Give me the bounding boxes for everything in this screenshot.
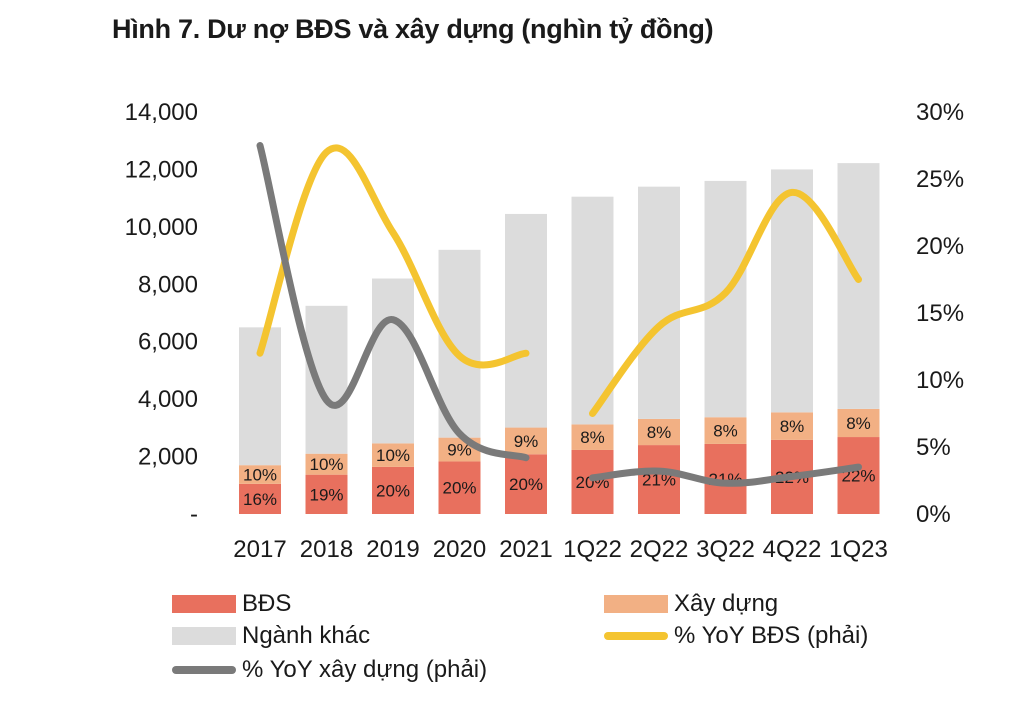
y-right-tick-5: 5%: [916, 434, 951, 461]
legend-label-xay-dung: Xây dựng: [674, 590, 779, 617]
bar-xay-dung-4q22: [771, 412, 813, 440]
legend-swatch-yoy-bds: [604, 632, 668, 640]
y-left-tick-6000: 6,000: [138, 329, 198, 356]
x-tick-2019: 2019: [366, 536, 419, 563]
legend-label-yoy-bds: % YoY BĐS (phải): [674, 622, 869, 649]
x-tick-3q22: 3Q22: [696, 536, 755, 563]
x-tick-2017: 2017: [233, 536, 286, 563]
legend-item-nganh-khac: Ngành khác: [172, 622, 370, 650]
y-axis-left: 14,000 12,000 10,000 8,000 6,000 4,000 2,000 -: [125, 99, 198, 528]
y-left-tick-2000: 2,000: [138, 444, 198, 471]
bar-label-xay-dung-3q22: 8%: [713, 422, 738, 441]
bar-xay-dung-1q23: [837, 408, 880, 438]
bar-xay-dung-2018: [305, 453, 348, 475]
y-left-tick-12000: 12,000: [125, 156, 198, 183]
y-left-tick-10000: 10,000: [125, 214, 198, 241]
x-tick-2018: 2018: [300, 536, 353, 563]
y-right-tick-20: 20%: [916, 233, 964, 260]
line-yoy-bds-segment-1: [256, 144, 530, 369]
legend-item-xay-dung: Xây dựng: [604, 590, 778, 618]
bar-label-xay-dung-2019: 10%: [376, 446, 410, 465]
x-tick-1q22: 1Q22: [563, 536, 622, 563]
y-right-tick-30: 30%: [916, 99, 964, 126]
bar-bds-2020: [438, 461, 481, 514]
legend-swatch-xay-dung: [604, 595, 668, 613]
legend-item-yoy-bds: % YoY BĐS (phải): [604, 622, 868, 650]
bar-label-bds-2019: 20%: [376, 481, 410, 500]
bar-nganh-khac-2q22: [638, 186, 680, 419]
y-right-tick-0: 0%: [916, 501, 951, 528]
bar-xay-dung-2017: [239, 465, 281, 484]
bar-label-bds-2020: 20%: [442, 479, 476, 498]
x-tick-2020: 2020: [433, 536, 486, 563]
bar-label-bds-2018: 19%: [309, 485, 343, 504]
y-axis-right: 30% 25% 20% 15% 10% 5% 0%: [916, 99, 964, 528]
legend-swatch-yoy-xd: [172, 666, 236, 674]
bar-label-bds-2017: 16%: [243, 490, 277, 509]
bar-nganh-khac-1q23: [837, 163, 880, 409]
bar-label-xay-dung-2021: 9%: [514, 432, 539, 451]
bar-label-xay-dung-1q22: 8%: [580, 428, 605, 447]
bar-xay-dung-2q22: [638, 418, 680, 446]
legend-swatch-bds: [172, 595, 236, 613]
x-tick-4q22: 4Q22: [763, 536, 822, 563]
x-axis: 2017 2018 2019 2020 2021 1Q22 2Q22 3Q22 4Q22 1Q23: [233, 536, 888, 563]
y-right-tick-15: 15%: [916, 300, 964, 327]
bar-xay-dung-3q22: [704, 417, 747, 444]
bar-bds-1q22: [571, 449, 614, 514]
legend-swatch-nganh-khac: [172, 627, 236, 645]
bar-nganh-khac-4q22: [771, 169, 813, 413]
chart-area: 16%10%19%10%20%10%20%9%20%9%20%8%21%8%21…: [125, 99, 964, 563]
legend-label-yoy-xd: % YoY xây dựng (phải): [242, 656, 488, 683]
legend-label-bds: BĐS: [242, 590, 292, 617]
bar-nganh-khac-1q22: [571, 196, 614, 425]
bar-label-bds-2021: 20%: [509, 475, 543, 494]
bar-label-xay-dung-2020: 9%: [447, 441, 472, 460]
x-tick-2q22: 2Q22: [630, 536, 689, 563]
chart-title: Hình 7. Dư nợ BĐS và xây dựng (nghìn tỷ …: [112, 14, 714, 44]
bar-xay-dung-2021: [505, 427, 547, 455]
bar-xay-dung-2019: [372, 443, 414, 467]
bar-nganh-khac-2021: [505, 213, 547, 428]
line-yoy-xd-segment-2: [589, 463, 862, 487]
bar-bds-2021: [505, 454, 547, 514]
bar-nganh-khac-2019: [372, 278, 414, 444]
bar-nganh-khac-3q22: [704, 180, 747, 418]
legend-item-bds: BĐS: [172, 590, 291, 618]
y-left-tick-14000: 14,000: [125, 99, 198, 126]
legend-label-nganh-khac: Ngành khác: [242, 622, 371, 649]
y-right-tick-25: 25%: [916, 166, 964, 193]
bar-bds-2019: [372, 466, 414, 514]
x-tick-1q23: 1Q23: [829, 536, 888, 563]
legend-item-yoy-xd: % YoY xây dựng (phải): [172, 656, 487, 684]
bar-label-xay-dung-2018: 10%: [309, 455, 343, 474]
lines-group: [256, 142, 862, 487]
bar-label-xay-dung-4q22: 8%: [780, 417, 805, 436]
line-yoy-xd-segment-1: [256, 142, 530, 462]
bar-xay-dung-1q22: [571, 424, 614, 450]
bar-bds-2017: [239, 483, 281, 514]
bar-label-xay-dung-2017: 10%: [243, 466, 277, 485]
bar-bds-1q23: [837, 437, 880, 514]
y-left-tick-0: -: [190, 501, 198, 528]
bar-bds-2q22: [638, 445, 680, 514]
bars-group: [239, 163, 880, 514]
y-left-tick-8000: 8,000: [138, 271, 198, 298]
y-right-tick-10: 10%: [916, 367, 964, 394]
bar-labels-group: 16%10%19%10%20%10%20%9%20%9%20%8%21%8%21…: [243, 414, 876, 509]
x-tick-2021: 2021: [499, 536, 552, 563]
line-yoy-bds-segment-2: [589, 188, 862, 417]
bar-label-xay-dung-2q22: 8%: [647, 423, 672, 442]
y-left-tick-4000: 4,000: [138, 386, 198, 413]
bar-label-xay-dung-1q23: 8%: [846, 414, 871, 433]
bar-nganh-khac-2018: [305, 305, 348, 454]
bar-bds-2018: [305, 474, 348, 514]
